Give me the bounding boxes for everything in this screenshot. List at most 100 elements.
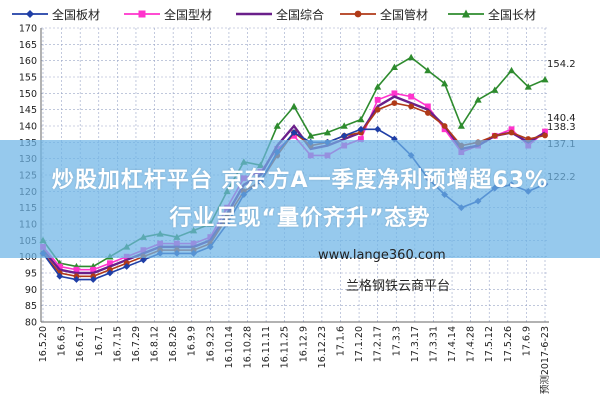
data-point bbox=[340, 122, 348, 129]
data-point bbox=[441, 79, 449, 87]
y-tick-label: 150 bbox=[19, 89, 37, 100]
data-point bbox=[89, 276, 97, 283]
x-tick-label: 17.3.17 bbox=[410, 326, 421, 362]
x-tick-label: 17.1.20 bbox=[354, 326, 365, 362]
legend-label: 全国型材 bbox=[164, 7, 213, 22]
y-tick-label: 170 bbox=[19, 24, 37, 35]
x-tick-label: 17.5.12 bbox=[484, 326, 495, 362]
data-point bbox=[357, 115, 365, 123]
legend-label: 全国长材 bbox=[488, 7, 537, 22]
legend-label: 全国板材 bbox=[52, 7, 101, 22]
data-point bbox=[340, 132, 348, 140]
data-point bbox=[374, 125, 382, 133]
headline-banner: 炒股加杠杆平台 京东方A一季度净利预增超63% 行业呈现“量价齐升”态势 bbox=[0, 140, 600, 258]
legend-swatch bbox=[340, 8, 376, 20]
legend-label: 全国管材 bbox=[380, 7, 429, 22]
data-point bbox=[290, 102, 298, 110]
y-tick-label: 90 bbox=[25, 285, 37, 296]
x-tick-label: 16.8.12 bbox=[150, 326, 161, 362]
y-tick-label: 95 bbox=[25, 269, 37, 280]
x-tick-label: 16.7.29 bbox=[131, 326, 142, 362]
legend-item: 全国型材 bbox=[124, 5, 212, 23]
watermark-site: www.lange360.com bbox=[318, 248, 446, 263]
data-point bbox=[424, 103, 431, 110]
legend-item: 全国管材 bbox=[340, 5, 428, 23]
x-tick-label: 17.5.26 bbox=[503, 326, 514, 362]
x-tick-label: 16.5.20 bbox=[38, 326, 49, 362]
x-tick-label: 16.10.14 bbox=[224, 326, 235, 368]
watermark-brand: 兰格钢铁云商平台 bbox=[346, 279, 451, 294]
data-point bbox=[323, 128, 332, 136]
data-point bbox=[73, 276, 80, 283]
x-tick-label: 17.1.6 bbox=[335, 326, 346, 356]
legend-item: 全国长材 bbox=[448, 5, 536, 23]
headline-line-2: 行业呈现“量价齐升”态势 bbox=[169, 206, 431, 231]
data-point bbox=[390, 63, 398, 70]
legend-swatch bbox=[448, 8, 484, 20]
end-value-label: 138.3 bbox=[547, 122, 576, 133]
legend-label: 全国综合 bbox=[276, 7, 325, 22]
legend-swatch bbox=[124, 8, 160, 20]
data-point bbox=[424, 66, 432, 74]
y-tick-label: 145 bbox=[19, 105, 37, 116]
data-point bbox=[541, 76, 549, 83]
data-point bbox=[307, 132, 315, 139]
y-tick-label: 160 bbox=[19, 56, 37, 67]
x-tick-label: 17.4.28 bbox=[466, 326, 477, 362]
x-tick-label: 17.3.3 bbox=[391, 326, 402, 356]
y-tick-label: 165 bbox=[19, 40, 37, 51]
data-point bbox=[90, 266, 97, 273]
y-tick-label: 140 bbox=[19, 122, 37, 133]
data-point bbox=[508, 129, 515, 136]
data-point bbox=[123, 263, 131, 270]
x-tick-label: 16.7.1 bbox=[94, 326, 105, 356]
legend-swatch bbox=[12, 8, 48, 20]
x-tick-label: 16.7.15 bbox=[112, 326, 123, 362]
data-point bbox=[357, 125, 365, 133]
data-point bbox=[140, 256, 147, 264]
y-tick-label: 155 bbox=[19, 73, 37, 84]
x-tick-label: 17.3.31 bbox=[428, 326, 439, 362]
data-point bbox=[542, 132, 548, 139]
x-tick-label: 预测2017-6-23 bbox=[540, 326, 551, 394]
end-value-label: 154.2 bbox=[547, 59, 576, 70]
data-point bbox=[290, 129, 298, 136]
data-point bbox=[457, 122, 465, 129]
y-tick-label: 80 bbox=[25, 318, 37, 329]
data-point bbox=[507, 66, 516, 74]
data-point bbox=[491, 86, 499, 93]
data-point bbox=[474, 96, 482, 103]
legend-item: 全国综合 bbox=[236, 5, 324, 23]
legend-swatch bbox=[236, 8, 272, 20]
data-point bbox=[491, 132, 498, 139]
x-tick-label: 16.11.11 bbox=[261, 326, 272, 368]
data-point bbox=[424, 110, 431, 116]
data-point bbox=[73, 266, 80, 273]
data-point bbox=[107, 260, 113, 267]
end-value-label: 140.4 bbox=[547, 113, 576, 124]
x-tick-label: 17.2.17 bbox=[373, 326, 384, 362]
x-tick-label: 17.4.14 bbox=[447, 326, 458, 362]
data-point bbox=[391, 90, 398, 97]
data-point bbox=[508, 126, 515, 133]
x-tick-label: 16.6.17 bbox=[75, 326, 86, 362]
x-tick-label: 16.8.26 bbox=[168, 326, 179, 362]
legend-item: 全国板材 bbox=[12, 5, 100, 23]
x-tick-label: 16.6.3 bbox=[57, 326, 68, 356]
x-tick-label: 16.12.23 bbox=[317, 326, 328, 368]
data-point bbox=[542, 128, 548, 135]
x-tick-label: 16.9.23 bbox=[205, 326, 216, 362]
data-point bbox=[273, 122, 281, 129]
data-point bbox=[56, 272, 64, 280]
data-point bbox=[441, 123, 448, 129]
data-point bbox=[56, 263, 63, 270]
data-point bbox=[524, 83, 532, 90]
x-tick-label: 16.11.25 bbox=[280, 326, 291, 368]
headline-line-1: 炒股加杠杆平台 京东方A一季度净利预增超63% bbox=[51, 168, 549, 193]
data-point bbox=[374, 83, 382, 90]
data-point bbox=[407, 53, 415, 61]
x-tick-label: 16.12.9 bbox=[298, 326, 309, 362]
data-point bbox=[391, 100, 398, 107]
data-point bbox=[374, 106, 381, 113]
data-point bbox=[358, 136, 364, 142]
